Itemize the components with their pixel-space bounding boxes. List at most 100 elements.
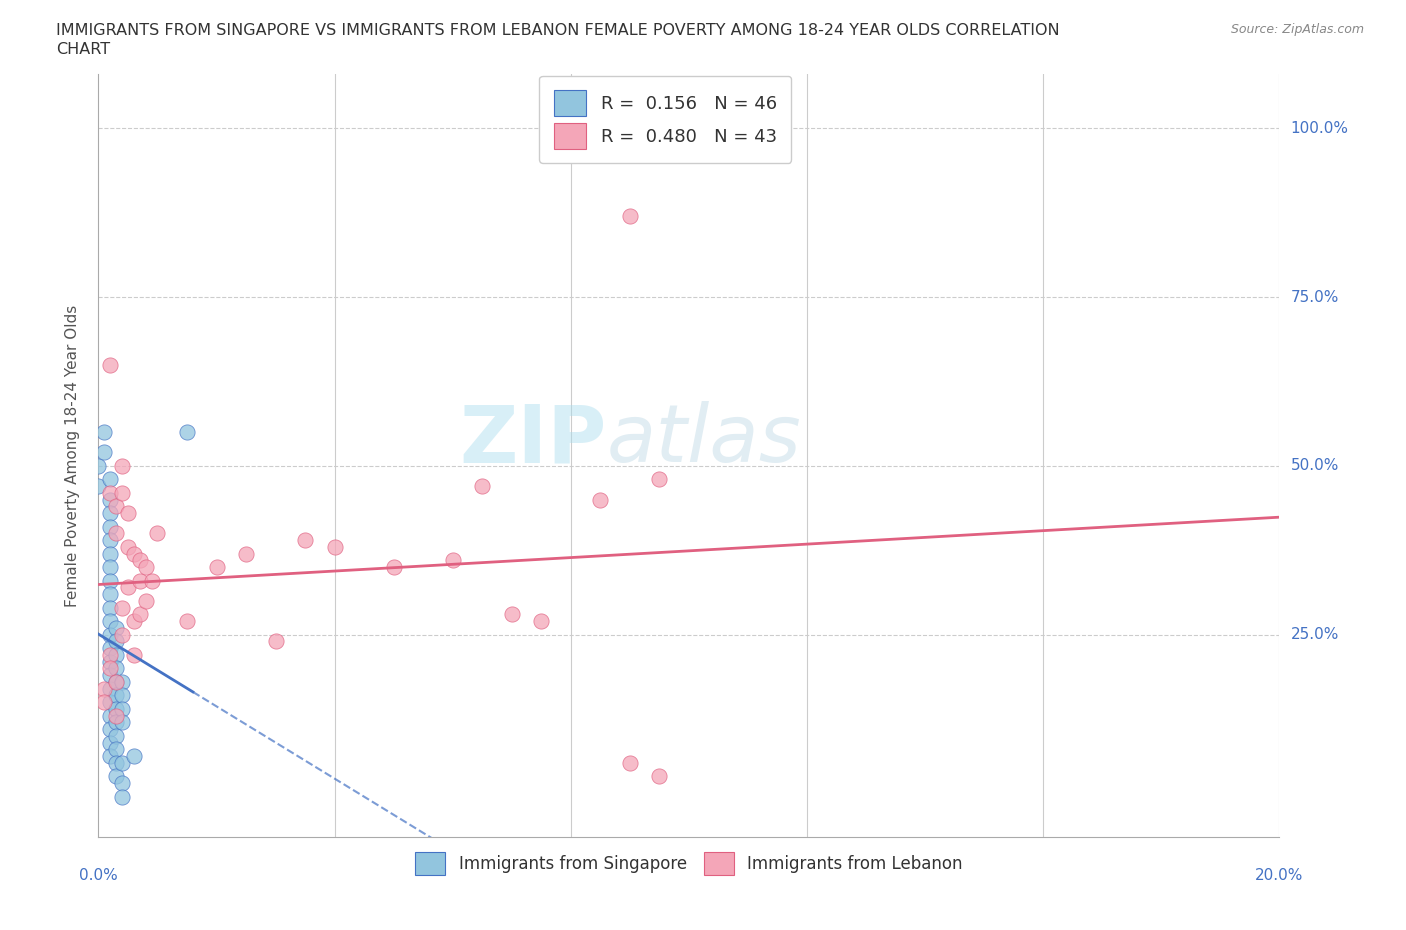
- Point: [205, 560, 228, 575]
- Point: [105, 742, 128, 757]
- Point: [105, 620, 128, 635]
- Point: [105, 728, 128, 743]
- Text: 50.0%: 50.0%: [1291, 458, 1339, 473]
- Text: CHART: CHART: [56, 42, 110, 57]
- Text: atlas: atlas: [606, 402, 801, 480]
- Point: [122, 614, 145, 629]
- Point: [294, 533, 316, 548]
- Point: [98, 641, 121, 656]
- Point: [382, 560, 405, 575]
- Point: [648, 472, 671, 486]
- Point: [111, 485, 134, 500]
- Point: [98, 627, 121, 642]
- Point: [105, 674, 128, 689]
- Point: [98, 695, 121, 710]
- Point: [98, 519, 121, 534]
- Point: [235, 546, 257, 561]
- Point: [105, 661, 128, 676]
- Point: [87, 458, 110, 473]
- Point: [111, 701, 134, 716]
- Point: [98, 472, 121, 486]
- Text: Source: ZipAtlas.com: Source: ZipAtlas.com: [1230, 23, 1364, 36]
- Point: [619, 755, 641, 770]
- Point: [105, 634, 128, 649]
- Point: [105, 525, 128, 540]
- Point: [264, 634, 287, 649]
- Point: [93, 445, 115, 459]
- Point: [176, 425, 198, 440]
- Point: [122, 749, 145, 764]
- Point: [98, 546, 121, 561]
- Point: [98, 668, 121, 683]
- Point: [98, 506, 121, 521]
- Point: [105, 755, 128, 770]
- Point: [111, 755, 134, 770]
- Point: [141, 573, 163, 588]
- Text: 25.0%: 25.0%: [1291, 627, 1339, 642]
- Point: [98, 485, 121, 500]
- Point: [111, 715, 134, 730]
- Text: 100.0%: 100.0%: [1291, 121, 1348, 136]
- Point: [93, 681, 115, 696]
- Point: [105, 647, 128, 662]
- Point: [648, 769, 671, 784]
- Point: [111, 776, 134, 790]
- Point: [501, 607, 523, 622]
- Text: 75.0%: 75.0%: [1291, 289, 1339, 305]
- Point: [111, 688, 134, 703]
- Point: [98, 661, 121, 676]
- Point: [98, 722, 121, 737]
- Point: [105, 715, 128, 730]
- Point: [135, 593, 157, 608]
- Point: [93, 695, 115, 710]
- Point: [619, 208, 641, 223]
- Point: [98, 708, 121, 723]
- Point: [111, 600, 134, 615]
- Point: [105, 674, 128, 689]
- Point: [105, 708, 128, 723]
- Point: [105, 498, 128, 513]
- Point: [323, 539, 346, 554]
- Point: [122, 647, 145, 662]
- Point: [105, 701, 128, 716]
- Point: [98, 647, 121, 662]
- Text: 0.0%: 0.0%: [79, 868, 118, 883]
- Point: [111, 674, 134, 689]
- Point: [146, 525, 169, 540]
- Text: 20.0%: 20.0%: [1256, 868, 1303, 883]
- Point: [117, 580, 139, 595]
- Point: [530, 614, 553, 629]
- Point: [98, 533, 121, 548]
- Point: [98, 654, 121, 669]
- Point: [98, 600, 121, 615]
- Point: [128, 573, 150, 588]
- Point: [98, 357, 121, 372]
- Point: [87, 479, 110, 494]
- Point: [98, 749, 121, 764]
- Y-axis label: Female Poverty Among 18-24 Year Olds: Female Poverty Among 18-24 Year Olds: [65, 305, 80, 607]
- Point: [98, 587, 121, 602]
- Point: [122, 546, 145, 561]
- Point: [117, 506, 139, 521]
- Point: [111, 789, 134, 804]
- Point: [98, 560, 121, 575]
- Point: [176, 614, 198, 629]
- Point: [98, 573, 121, 588]
- Point: [111, 458, 134, 473]
- Point: [93, 425, 115, 440]
- Point: [128, 552, 150, 567]
- Point: [128, 607, 150, 622]
- Point: [441, 552, 464, 567]
- Point: [589, 492, 612, 507]
- Point: [471, 479, 494, 494]
- Point: [105, 688, 128, 703]
- Point: [117, 539, 139, 554]
- Point: [98, 735, 121, 750]
- Point: [105, 769, 128, 784]
- Point: [98, 681, 121, 696]
- Point: [111, 627, 134, 642]
- Point: [98, 492, 121, 507]
- Text: IMMIGRANTS FROM SINGAPORE VS IMMIGRANTS FROM LEBANON FEMALE POVERTY AMONG 18-24 : IMMIGRANTS FROM SINGAPORE VS IMMIGRANTS …: [56, 23, 1060, 38]
- Text: ZIP: ZIP: [458, 402, 606, 480]
- Legend: Immigrants from Singapore, Immigrants from Lebanon: Immigrants from Singapore, Immigrants fr…: [409, 845, 969, 882]
